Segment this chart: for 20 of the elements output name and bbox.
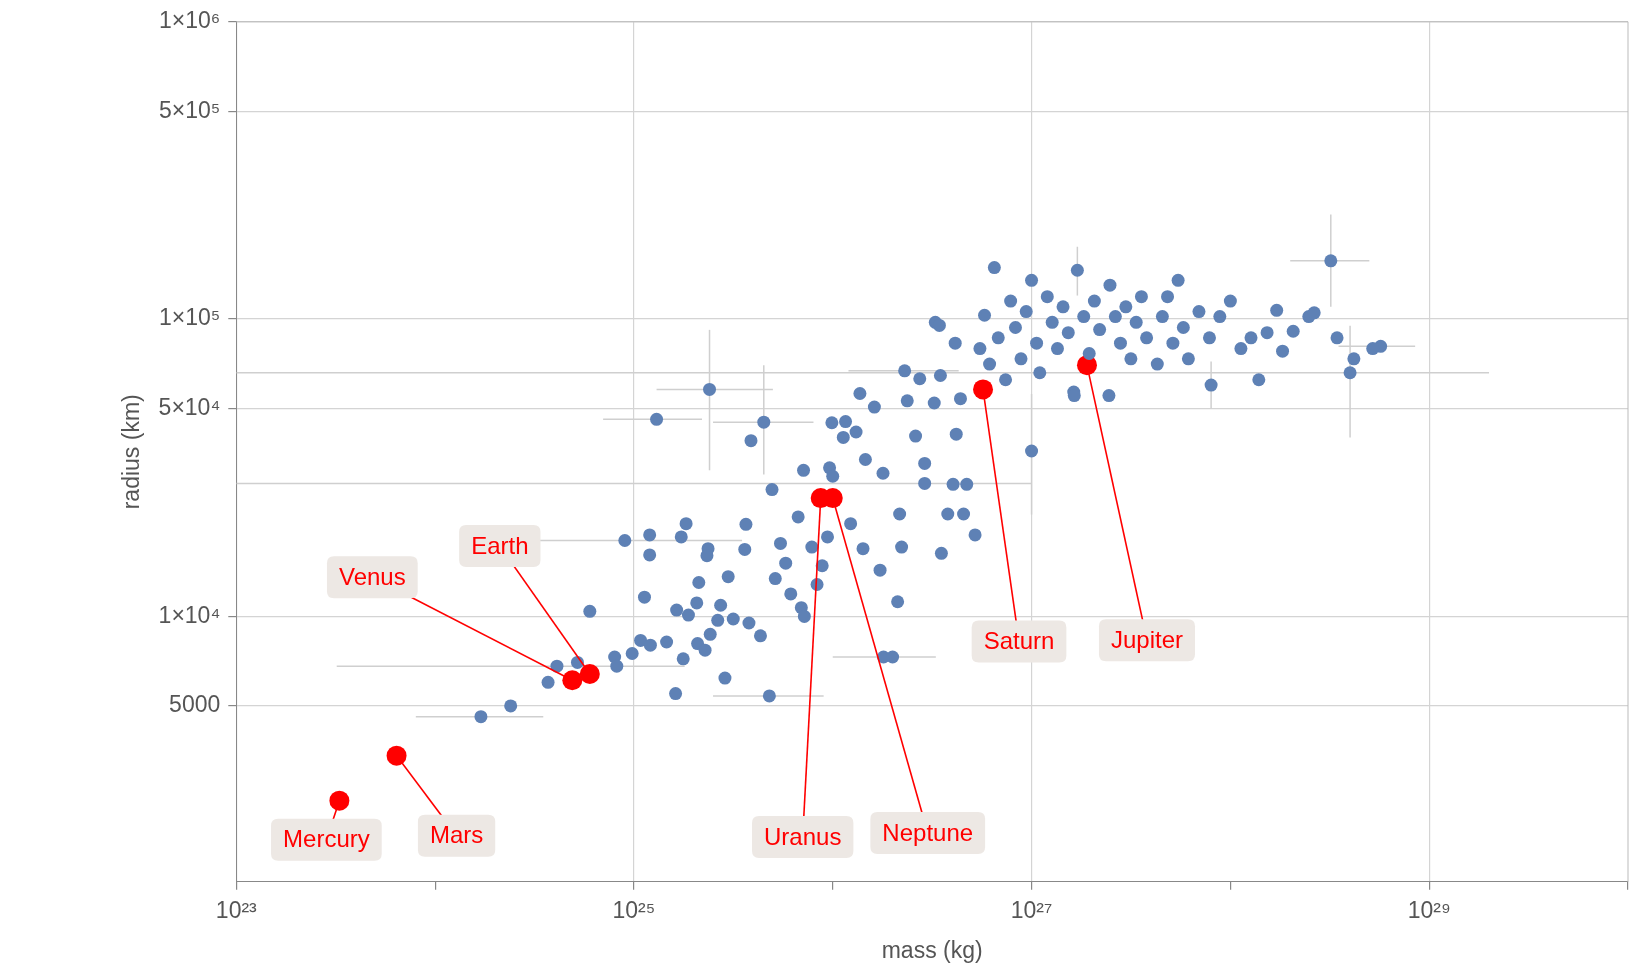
y-tick-label: 5×10⁴: [158, 393, 221, 420]
x-tick-label: 10²⁷: [1010, 896, 1053, 923]
annotation: Earth: [471, 531, 529, 559]
x-tick-label: 10²³: [215, 896, 258, 923]
annotation: Uranus: [764, 822, 842, 850]
y-tick-label: 1×10⁵: [158, 304, 221, 331]
annotation: Venus: [338, 562, 406, 590]
annotation: Mars: [429, 821, 484, 849]
y-tick-label: 1×10⁴: [158, 601, 221, 628]
annotation: Saturn: [983, 627, 1055, 655]
annotation: Neptune: [882, 818, 974, 846]
y-axis-title: radius (km): [118, 394, 145, 510]
x-tick-label: 10²⁹: [1407, 896, 1451, 923]
x-axis-title: mass (kg): [881, 936, 983, 963]
y-tick-label: 5000: [169, 691, 221, 718]
x-tick-label: 10²⁵: [612, 896, 656, 923]
y-tick-label: 5×10⁵: [158, 96, 221, 123]
annotation: Jupiter: [1110, 625, 1183, 653]
y-tick-label: 1×10⁶: [159, 7, 221, 34]
annotation: Mercury: [283, 825, 370, 853]
